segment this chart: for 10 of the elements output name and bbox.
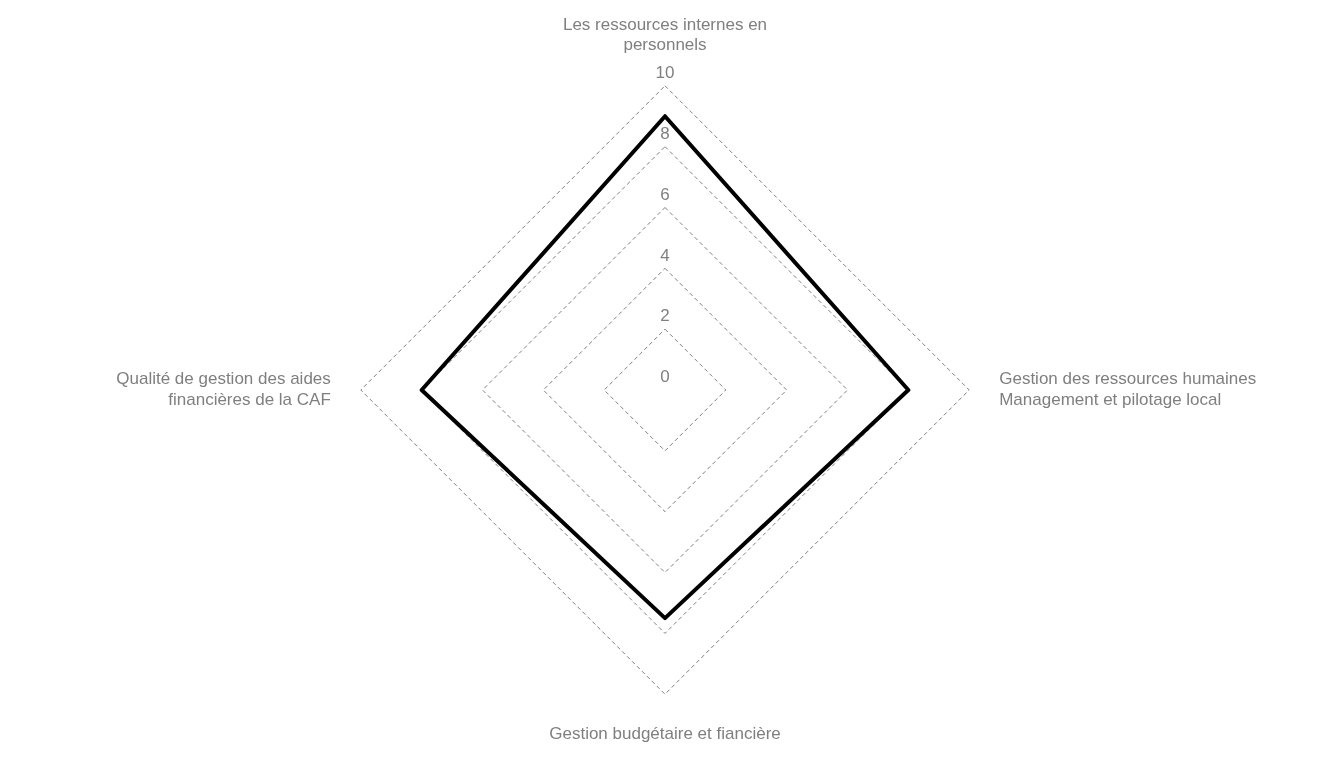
spoke-label: Les ressources internes en personnels — [562, 14, 768, 55]
y-tick-label: 8 — [660, 123, 670, 143]
spoke-label: Gestion budgétaire et fiancière — [549, 724, 781, 744]
spoke-label: Qualité de gestion des aides financières de la CAF — [116, 369, 331, 409]
y-tick-label: 0 — [660, 367, 670, 387]
y-tick-label: 6 — [660, 184, 670, 204]
y-tick-label: 10 — [655, 62, 675, 82]
y-tick-label: 2 — [660, 306, 670, 326]
spoke-label: Gestion des ressources humaines Management et pilotage local — [999, 369, 1257, 409]
y-tick-label: 4 — [660, 245, 670, 265]
